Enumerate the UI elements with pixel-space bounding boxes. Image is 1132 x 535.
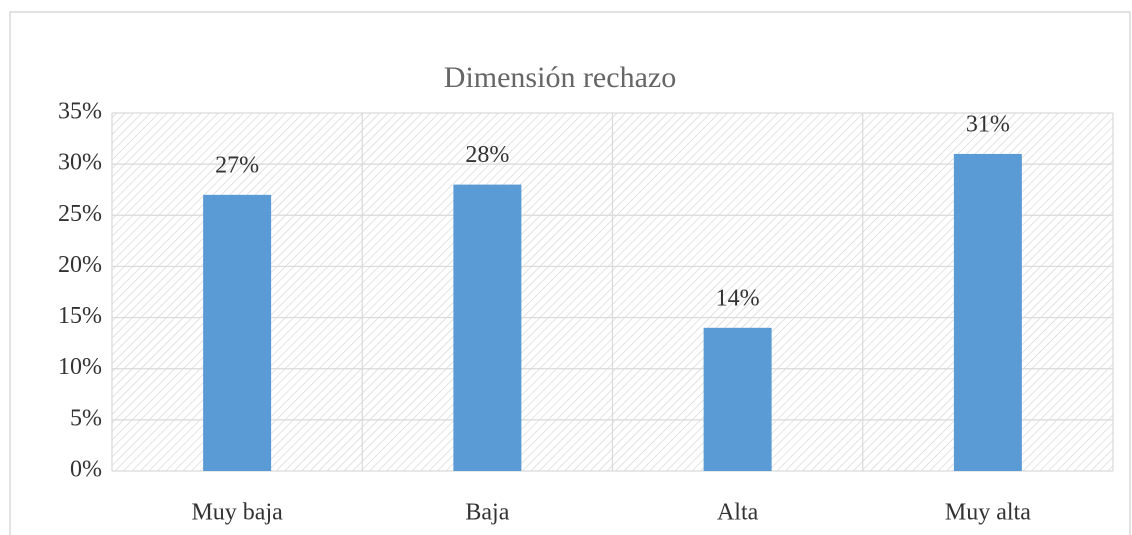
chart-border [9, 11, 1131, 535]
y-tick-label: 20% [58, 252, 102, 278]
chart-title: Dimensión rechazo [444, 61, 676, 94]
x-tick-label: Alta [717, 500, 759, 526]
y-tick-label: 25% [58, 201, 102, 227]
data-label: 28% [465, 142, 509, 168]
bar [453, 184, 522, 471]
bar [953, 153, 1022, 471]
x-tick-label: Muy alta [945, 500, 1031, 526]
data-label: 14% [716, 285, 760, 311]
y-tick-label: 0% [70, 457, 102, 483]
y-tick-label: 30% [58, 150, 102, 176]
y-tick-label: 35% [58, 99, 102, 125]
data-label: 31% [966, 111, 1010, 137]
y-tick-label: 10% [58, 354, 102, 380]
data-label: 27% [215, 152, 259, 178]
bar [703, 327, 772, 471]
x-tick-label: Muy baja [191, 500, 283, 526]
y-tick-label: 15% [58, 303, 102, 329]
x-tick-label: Baja [465, 500, 509, 526]
y-tick-label: 5% [70, 405, 102, 431]
bar [203, 194, 272, 472]
